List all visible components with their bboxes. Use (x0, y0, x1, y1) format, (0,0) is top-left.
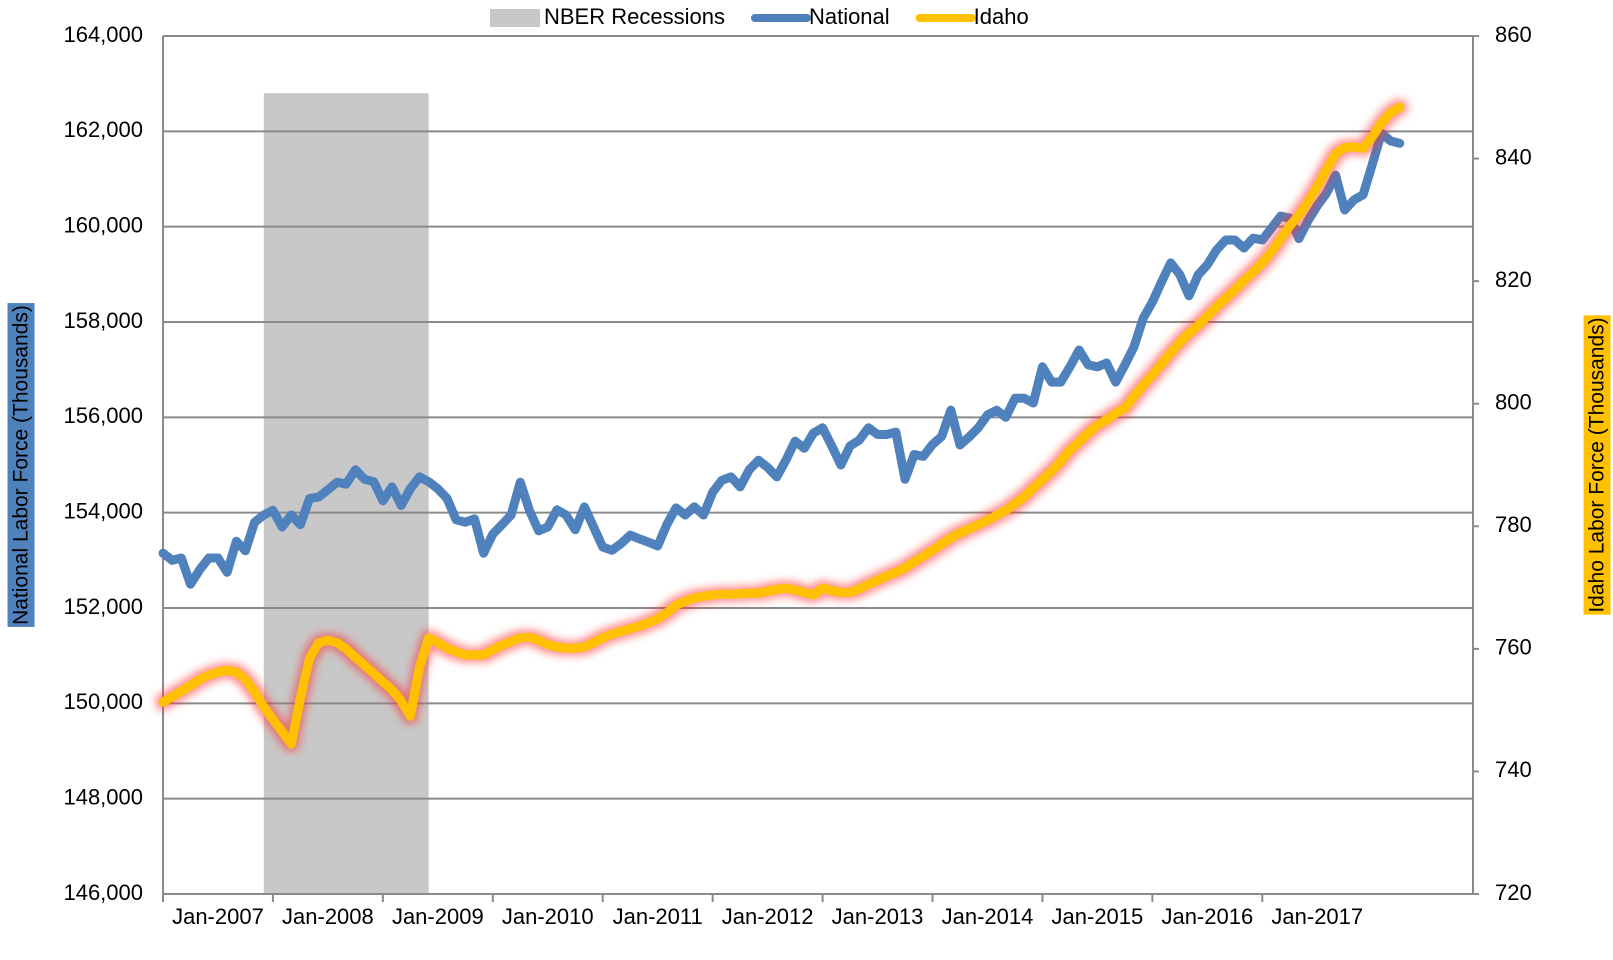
y2-tick-label: 740 (1495, 757, 1532, 782)
legend-label: NBER Recessions (544, 4, 725, 29)
x-tick-label: Jan-2017 (1271, 904, 1363, 929)
y-tick-label: 148,000 (63, 784, 143, 809)
x-tick-label: Jan-2015 (1052, 904, 1144, 929)
legend-label: National (809, 4, 890, 29)
line-layer (158, 102, 1405, 749)
line-series (158, 128, 1405, 589)
y2-axis-title: Idaho Labor Force (Thousands) (1586, 317, 1609, 612)
y2-tick-label: 800 (1495, 390, 1532, 415)
y2-tick-label: 840 (1495, 144, 1532, 169)
x-tick-label: Jan-2012 (722, 904, 814, 929)
x-tick-label: Jan-2010 (502, 904, 594, 929)
y2-tick-label: 780 (1495, 512, 1532, 537)
y2-tick-label: 860 (1495, 22, 1532, 47)
y-tick-label: 164,000 (63, 22, 143, 47)
y-tick-label: 160,000 (63, 212, 143, 237)
axis-title-box (7, 303, 35, 627)
line-series (158, 102, 1405, 749)
y-tick-label: 162,000 (63, 117, 143, 142)
axis-title-box (1583, 315, 1611, 615)
y-tick-label: 158,000 (63, 308, 143, 333)
y2-tick-label: 760 (1495, 635, 1532, 660)
x-tick-label: Jan-2007 (172, 904, 264, 929)
y-tick-label: 146,000 (63, 880, 143, 905)
x-tick-label: Jan-2011 (613, 904, 703, 929)
x-tick-label: Jan-2016 (1161, 904, 1253, 929)
y-tick-label: 152,000 (63, 594, 143, 619)
x-tick-label: Jan-2014 (942, 904, 1034, 929)
y-tick-label: 150,000 (63, 689, 143, 714)
y2-tick-label: 720 (1495, 880, 1532, 905)
x-tick-label: Jan-2009 (392, 904, 484, 929)
text-layer: 146,000 148,000 150,000 152,000 154,000 156,0… (7, 4, 1611, 929)
x-tick-label: Jan-2013 (832, 904, 924, 929)
y-tick-label: 154,000 (63, 498, 143, 523)
legend-swatch (490, 9, 540, 27)
x-tick-label: Jan-2008 (282, 904, 374, 929)
y-axis-title: National Labor Force (Thousands) (10, 305, 33, 625)
legend-label: Idaho (974, 4, 1029, 29)
y2-tick-label: 820 (1495, 267, 1532, 292)
grid-layer (162, 35, 1479, 902)
y-tick-label: 156,000 (63, 403, 143, 428)
